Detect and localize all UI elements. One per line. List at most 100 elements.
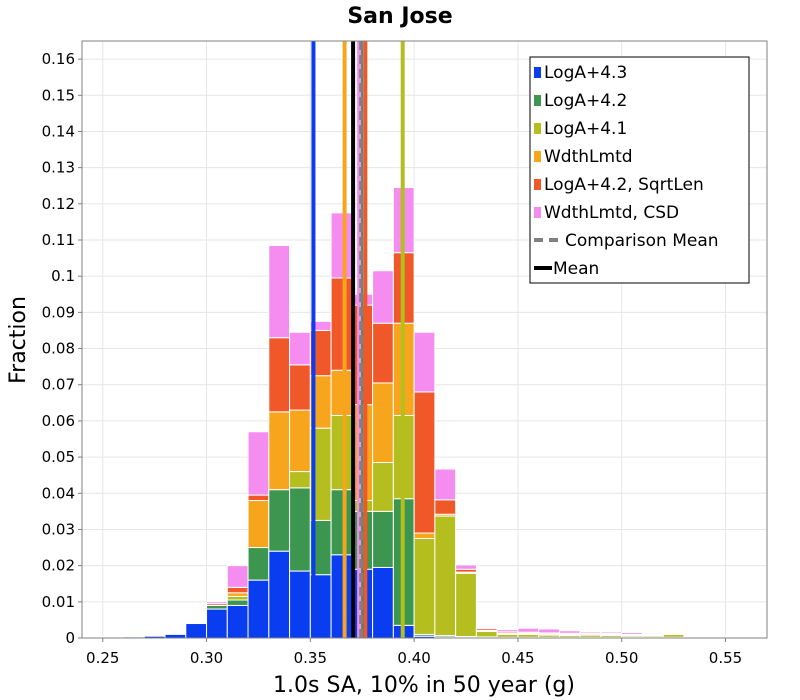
y-tick-label: 0.02 [42, 557, 75, 575]
bar-segment [247, 494, 270, 502]
bar-segment [268, 244, 291, 339]
bar-segment [247, 579, 270, 639]
bar-segment [226, 595, 249, 601]
x-tick-label: 0.35 [294, 649, 327, 667]
x-tick-label: 0.25 [86, 649, 119, 667]
bar-segment [247, 431, 270, 496]
x-tick-label: 0.30 [190, 649, 223, 667]
bar-segment [289, 409, 311, 473]
bar-segment [475, 627, 498, 630]
bar-segment [289, 364, 311, 411]
bar-segment [434, 515, 457, 636]
legend-label: Mean [553, 259, 599, 279]
legend-swatch [534, 123, 541, 134]
y-tick-label: 0.05 [42, 448, 75, 466]
bar-segment [662, 631, 685, 634]
bar-segment [247, 500, 270, 549]
bar-segment [268, 550, 291, 639]
y-tick-label: 0.12 [42, 195, 75, 213]
bar-segment [268, 337, 291, 413]
bar-segment [330, 489, 353, 556]
y-tick-label: 0.03 [42, 520, 75, 538]
x-tick-label: 0.45 [501, 649, 534, 667]
bar-segment [289, 570, 311, 639]
legend-label: LogA+4.3 [544, 63, 627, 83]
bar-segment [558, 630, 581, 634]
bar-segment [164, 633, 187, 639]
bar-segment [206, 608, 228, 639]
bar-segment [455, 572, 477, 638]
legend-swatch [534, 67, 541, 78]
y-axis-label: Fraction [6, 296, 31, 384]
y-tick-label: 0.11 [42, 231, 75, 249]
bar-segment [704, 633, 726, 636]
bar-segment [475, 630, 498, 638]
x-axis-ticks: 0.25 0.30 0.35 0.40 0.45 0.50 0.55 [86, 638, 742, 667]
legend-label: LogA+4.2 [544, 91, 627, 111]
bar-segment [289, 471, 311, 489]
bar-segment [185, 623, 208, 639]
bar-segment [247, 547, 270, 581]
legend-label: WdthLmtd [544, 147, 633, 167]
legend-swatch [534, 179, 541, 190]
legend-label: Comparison Mean [565, 231, 719, 251]
bar-segment [372, 382, 394, 464]
y-axis-ticks: 0 0.01 0.02 0.03 0.04 0.05 0.06 0.07 0.08 0.09 0.1… [42, 50, 82, 647]
bar-segment [621, 632, 643, 635]
bar-segment [434, 468, 457, 501]
y-tick-label: 0 [65, 629, 75, 647]
y-tick-label: 0.1 [51, 267, 75, 285]
legend-swatch [534, 207, 541, 218]
legend-swatch [534, 151, 541, 162]
chart-title: San Jose [347, 4, 452, 29]
legend-box [529, 56, 750, 284]
plot-frame [81, 40, 768, 639]
y-tick-label: 0.13 [42, 159, 75, 177]
bar-segment [434, 499, 457, 515]
y-tick-label: 0.15 [42, 86, 75, 104]
bar-segment [268, 411, 291, 491]
bar-segment [372, 270, 394, 324]
bar-segment [330, 554, 353, 639]
bar-segment [517, 627, 540, 633]
bar-segment [226, 599, 249, 606]
x-tick-label: 0.40 [397, 649, 430, 667]
bar-segment [226, 592, 249, 597]
bar-segment [289, 487, 311, 572]
bar-segment [289, 331, 311, 366]
mean-lines [311, 41, 405, 638]
chart-legend: LogA+4.3 LogA+4.2 LogA+4.1 WdthLmtd LogA+4.2… [529, 56, 750, 284]
bar-segment [455, 564, 477, 570]
bar-segment [641, 632, 664, 635]
bar-segment [413, 391, 436, 534]
x-tick-label: 0.55 [709, 649, 742, 667]
legend-label: LogA+4.1 [544, 119, 627, 139]
legend-swatch [534, 95, 541, 106]
bar-segment [413, 538, 436, 635]
y-tick-label: 0.07 [42, 376, 75, 394]
y-tick-label: 0.08 [42, 340, 75, 358]
bar-segment [579, 630, 602, 634]
bar-segment [413, 331, 436, 393]
bar-segment [372, 510, 394, 568]
bar-segment [330, 369, 353, 416]
bar-segment [538, 628, 560, 634]
bar-segment [226, 565, 249, 588]
y-tick-label: 0.14 [42, 122, 75, 140]
y-tick-label: 0.09 [42, 303, 75, 321]
bar-segment [206, 601, 228, 605]
y-tick-label: 0.04 [42, 484, 75, 502]
bar-segment [206, 604, 228, 610]
bar-segment [268, 489, 291, 552]
legend-label: WdthLmtd, CSD [544, 203, 679, 223]
y-tick-label: 0.16 [42, 50, 75, 68]
bar-segment [330, 414, 353, 491]
y-tick-label: 0.01 [42, 593, 75, 611]
bar-segment [330, 277, 353, 371]
x-axis-label: 1.0s SA, 10% in 50 year (g) [273, 673, 575, 698]
legend-label: LogA+4.2, SqrtLen [544, 175, 704, 195]
bar-segment [413, 532, 436, 540]
bar-segment [372, 566, 394, 639]
bar-segment [226, 604, 249, 639]
